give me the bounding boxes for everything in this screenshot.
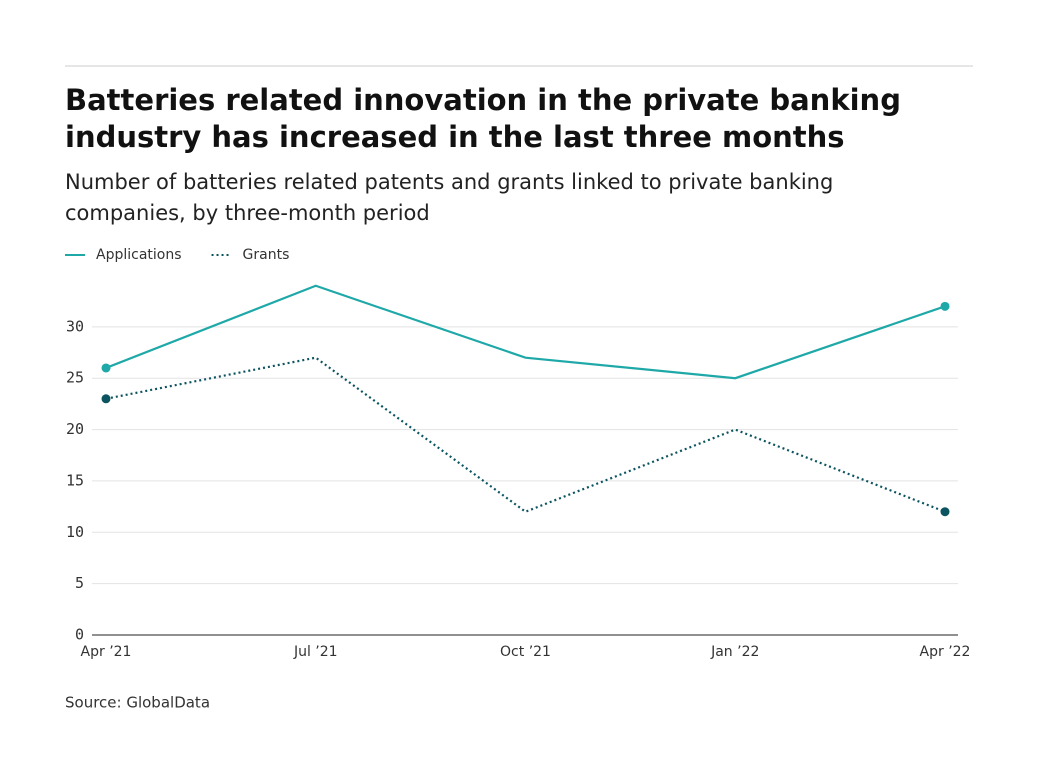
legend-label: Applications — [96, 247, 182, 263]
y-tick-label: 5 — [75, 574, 84, 592]
y-tick-label: 25 — [66, 369, 84, 387]
end-dot — [101, 394, 111, 404]
legend-label: Grants — [243, 247, 290, 263]
chart-subtitle-line-1: Number of batteries related patents and … — [65, 170, 833, 194]
end-dot — [101, 363, 111, 373]
x-tick-label: Jul ’21 — [293, 644, 338, 660]
x-tick-label: Apr ’21 — [81, 644, 132, 660]
chart-title-line-2: industry has increased in the last three… — [65, 120, 845, 154]
source: Source: GlobalData — [65, 694, 210, 712]
chart-title-line-1: Batteries related innovation in the priv… — [65, 83, 901, 117]
end-dot — [940, 301, 950, 311]
y-tick-label: 15 — [66, 471, 84, 489]
x-tick-label: Jan ’22 — [710, 644, 759, 660]
y-tick-label: 30 — [66, 317, 84, 335]
end-dot — [940, 507, 950, 517]
series-line — [105, 284, 946, 380]
y-tick-label: 0 — [75, 626, 84, 644]
y-tick-label: 20 — [66, 420, 84, 438]
x-tick-label: Oct ’21 — [500, 644, 551, 660]
y-tick-label: 10 — [66, 523, 84, 541]
series-line — [105, 356, 946, 513]
chart-subtitle-line-2: companies, by three-month period — [65, 201, 430, 225]
x-tick-label: Apr ’22 — [920, 644, 971, 660]
